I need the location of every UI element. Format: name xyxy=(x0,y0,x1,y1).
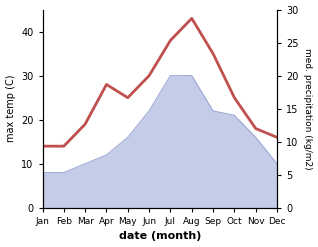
X-axis label: date (month): date (month) xyxy=(119,231,201,242)
Y-axis label: max temp (C): max temp (C) xyxy=(5,75,16,143)
Y-axis label: med. precipitation (kg/m2): med. precipitation (kg/m2) xyxy=(303,48,313,169)
